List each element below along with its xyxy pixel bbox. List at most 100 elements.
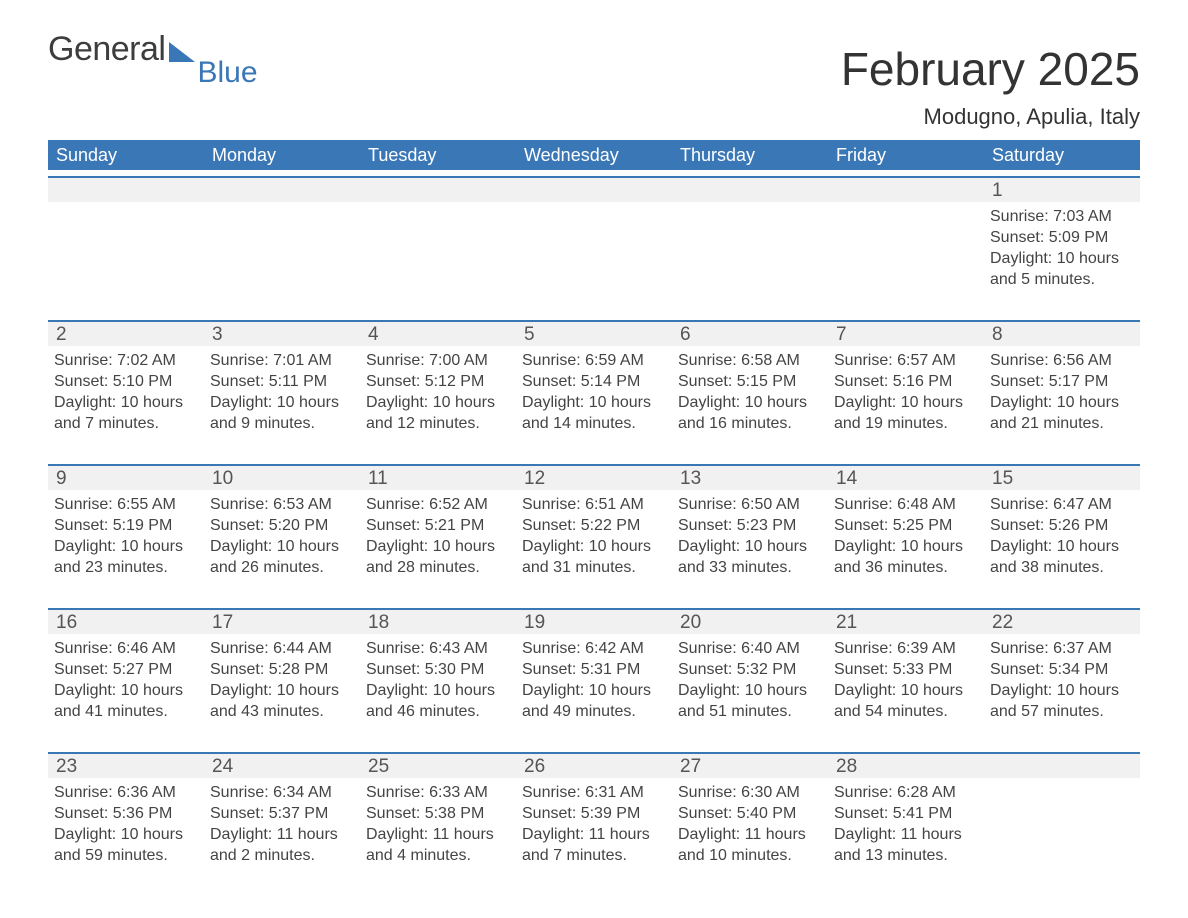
calendar-day: 27Sunrise: 6:30 AMSunset: 5:40 PMDayligh… xyxy=(672,754,828,882)
brand-logo: General Blue xyxy=(48,32,280,66)
sail-icon xyxy=(169,42,195,62)
day-number: 4 xyxy=(360,322,516,346)
sunrise-line: Sunrise: 6:51 AM xyxy=(522,494,666,515)
day-info: Sunrise: 6:43 AMSunset: 5:30 PMDaylight:… xyxy=(366,638,510,722)
sunset-line: Sunset: 5:20 PM xyxy=(210,515,354,536)
calendar-day-empty xyxy=(360,178,516,306)
sunrise-line: Sunrise: 6:57 AM xyxy=(834,350,978,371)
day-number: 8 xyxy=(984,322,1140,346)
sunrise-line: Sunrise: 6:52 AM xyxy=(366,494,510,515)
calendar-day-empty xyxy=(984,754,1140,882)
day-number: 5 xyxy=(516,322,672,346)
sunset-line: Sunset: 5:21 PM xyxy=(366,515,510,536)
calendar-day: 21Sunrise: 6:39 AMSunset: 5:33 PMDayligh… xyxy=(828,610,984,738)
day-number: 14 xyxy=(828,466,984,490)
day-info: Sunrise: 6:58 AMSunset: 5:15 PMDaylight:… xyxy=(678,350,822,434)
dow-cell: Friday xyxy=(828,145,984,166)
day-info: Sunrise: 6:37 AMSunset: 5:34 PMDaylight:… xyxy=(990,638,1134,722)
daylight-line: Daylight: 10 hours and 9 minutes. xyxy=(210,392,354,434)
daylight-line: Daylight: 11 hours and 2 minutes. xyxy=(210,824,354,866)
calendar-day: 7Sunrise: 6:57 AMSunset: 5:16 PMDaylight… xyxy=(828,322,984,450)
sunrise-line: Sunrise: 6:58 AM xyxy=(678,350,822,371)
sunset-line: Sunset: 5:17 PM xyxy=(990,371,1134,392)
sunset-line: Sunset: 5:32 PM xyxy=(678,659,822,680)
sunset-line: Sunset: 5:28 PM xyxy=(210,659,354,680)
sunrise-line: Sunrise: 6:53 AM xyxy=(210,494,354,515)
day-number: 28 xyxy=(828,754,984,778)
sunrise-line: Sunrise: 6:37 AM xyxy=(990,638,1134,659)
calendar-day: 9 Sunrise: 6:55 AMSunset: 5:19 PMDaylight… xyxy=(48,466,204,594)
daylight-line: Daylight: 10 hours and 43 minutes. xyxy=(210,680,354,722)
sunrise-line: Sunrise: 6:31 AM xyxy=(522,782,666,803)
day-info: Sunrise: 7:01 AMSunset: 5:11 PMDaylight:… xyxy=(210,350,354,434)
day-info: Sunrise: 6:53 AMSunset: 5:20 PMDaylight:… xyxy=(210,494,354,578)
day-number xyxy=(984,754,1140,778)
sunset-line: Sunset: 5:12 PM xyxy=(366,371,510,392)
daylight-line: Daylight: 10 hours and 23 minutes. xyxy=(54,536,198,578)
calendar-day-empty xyxy=(48,178,204,306)
calendar: SundayMondayTuesdayWednesdayThursdayFrid… xyxy=(48,140,1140,882)
calendar-day: 15Sunrise: 6:47 AMSunset: 5:26 PMDayligh… xyxy=(984,466,1140,594)
daylight-line: Daylight: 10 hours and 59 minutes. xyxy=(54,824,198,866)
daylight-line: Daylight: 10 hours and 36 minutes. xyxy=(834,536,978,578)
day-info: Sunrise: 6:40 AMSunset: 5:32 PMDaylight:… xyxy=(678,638,822,722)
day-number: 9 xyxy=(48,466,204,490)
dow-cell: Wednesday xyxy=(516,145,672,166)
dow-cell: Tuesday xyxy=(360,145,516,166)
sunrise-line: Sunrise: 7:03 AM xyxy=(990,206,1134,227)
calendar-day: 23Sunrise: 6:36 AMSunset: 5:36 PMDayligh… xyxy=(48,754,204,882)
sunset-line: Sunset: 5:16 PM xyxy=(834,371,978,392)
location-label: Modugno, Apulia, Italy xyxy=(841,104,1140,130)
calendar-day: 11Sunrise: 6:52 AMSunset: 5:21 PMDayligh… xyxy=(360,466,516,594)
day-number xyxy=(204,178,360,202)
sunset-line: Sunset: 5:40 PM xyxy=(678,803,822,824)
calendar-day: 2Sunrise: 7:02 AMSunset: 5:10 PMDaylight… xyxy=(48,322,204,450)
daylight-line: Daylight: 10 hours and 12 minutes. xyxy=(366,392,510,434)
day-info: Sunrise: 6:31 AMSunset: 5:39 PMDaylight:… xyxy=(522,782,666,866)
day-info: Sunrise: 6:51 AMSunset: 5:22 PMDaylight:… xyxy=(522,494,666,578)
sunset-line: Sunset: 5:27 PM xyxy=(54,659,198,680)
dow-cell: Thursday xyxy=(672,145,828,166)
day-number xyxy=(516,178,672,202)
day-info: Sunrise: 6:47 AMSunset: 5:26 PMDaylight:… xyxy=(990,494,1134,578)
day-number: 26 xyxy=(516,754,672,778)
day-number: 6 xyxy=(672,322,828,346)
calendar-day: 8Sunrise: 6:56 AMSunset: 5:17 PMDaylight… xyxy=(984,322,1140,450)
sunrise-line: Sunrise: 6:30 AM xyxy=(678,782,822,803)
day-info: Sunrise: 6:33 AMSunset: 5:38 PMDaylight:… xyxy=(366,782,510,866)
daylight-line: Daylight: 10 hours and 51 minutes. xyxy=(678,680,822,722)
sunrise-line: Sunrise: 6:55 AM xyxy=(54,494,198,515)
day-number: 27 xyxy=(672,754,828,778)
day-info: Sunrise: 6:39 AMSunset: 5:33 PMDaylight:… xyxy=(834,638,978,722)
sunset-line: Sunset: 5:41 PM xyxy=(834,803,978,824)
calendar-day: 13Sunrise: 6:50 AMSunset: 5:23 PMDayligh… xyxy=(672,466,828,594)
sunrise-line: Sunrise: 7:00 AM xyxy=(366,350,510,371)
day-info: Sunrise: 7:03 AMSunset: 5:09 PMDaylight:… xyxy=(990,206,1134,290)
calendar-day: 12Sunrise: 6:51 AMSunset: 5:22 PMDayligh… xyxy=(516,466,672,594)
day-info: Sunrise: 6:34 AMSunset: 5:37 PMDaylight:… xyxy=(210,782,354,866)
daylight-line: Daylight: 10 hours and 28 minutes. xyxy=(366,536,510,578)
daylight-line: Daylight: 10 hours and 19 minutes. xyxy=(834,392,978,434)
sunset-line: Sunset: 5:34 PM xyxy=(990,659,1134,680)
day-number: 20 xyxy=(672,610,828,634)
day-number: 19 xyxy=(516,610,672,634)
day-info: Sunrise: 6:46 AMSunset: 5:27 PMDaylight:… xyxy=(54,638,198,722)
page-header: General Blue February 2025 Modugno, Apul… xyxy=(48,32,1140,136)
calendar-day: 1Sunrise: 7:03 AMSunset: 5:09 PMDaylight… xyxy=(984,178,1140,306)
calendar-day: 3Sunrise: 7:01 AMSunset: 5:11 PMDaylight… xyxy=(204,322,360,450)
sunset-line: Sunset: 5:36 PM xyxy=(54,803,198,824)
sunrise-line: Sunrise: 6:33 AM xyxy=(366,782,510,803)
day-info: Sunrise: 6:55 AMSunset: 5:19 PMDaylight:… xyxy=(54,494,198,578)
daylight-line: Daylight: 10 hours and 49 minutes. xyxy=(522,680,666,722)
day-number: 10 xyxy=(204,466,360,490)
calendar-day-empty xyxy=(204,178,360,306)
day-info: Sunrise: 6:50 AMSunset: 5:23 PMDaylight:… xyxy=(678,494,822,578)
daylight-line: Daylight: 10 hours and 5 minutes. xyxy=(990,248,1134,290)
daylight-line: Daylight: 10 hours and 41 minutes. xyxy=(54,680,198,722)
calendar-day-empty xyxy=(828,178,984,306)
day-info: Sunrise: 6:28 AMSunset: 5:41 PMDaylight:… xyxy=(834,782,978,866)
sunrise-line: Sunrise: 7:02 AM xyxy=(54,350,198,371)
calendar-week: 9 Sunrise: 6:55 AMSunset: 5:19 PMDaylight… xyxy=(48,464,1140,594)
sunrise-line: Sunrise: 6:34 AM xyxy=(210,782,354,803)
sunrise-line: Sunrise: 6:47 AM xyxy=(990,494,1134,515)
